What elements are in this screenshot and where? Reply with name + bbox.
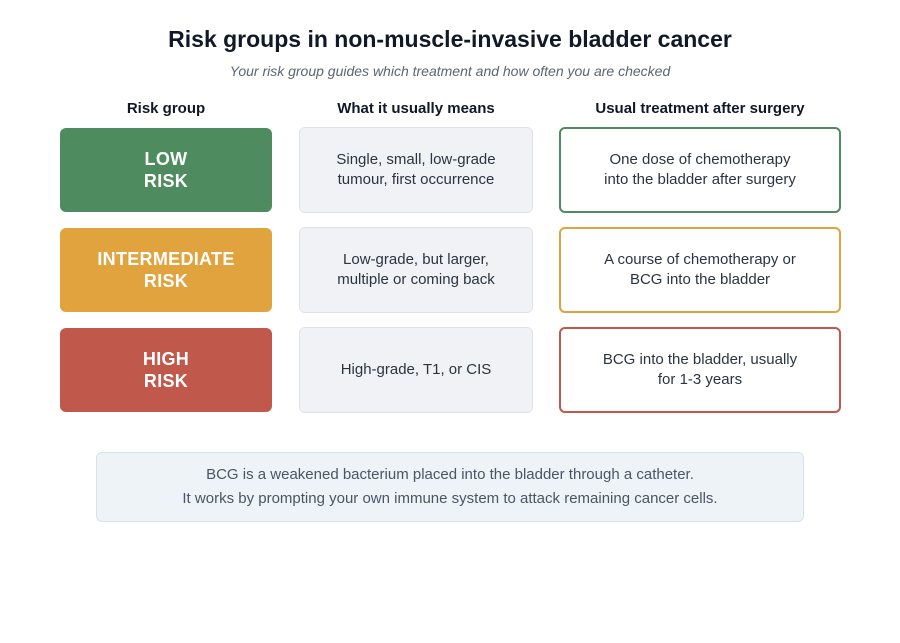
means-text-line2: tumour, first occurrence [337, 171, 495, 188]
treatment-text-line2: BCG into the bladder [629, 271, 771, 288]
page-title: Risk groups in non-muscle-invasive bladd… [168, 26, 732, 52]
column-header-risk-group: Risk group [126, 100, 206, 117]
risk-label-line2: RISK [143, 271, 189, 291]
risk-box-high: HIGH RISK [60, 328, 272, 412]
treatment-text-line2: into the bladder after surgery [604, 171, 796, 188]
column-header-what-it-means: What it usually means [337, 100, 495, 117]
note-line2: It works by prompting your own immune sy… [182, 490, 718, 507]
treatment-text-line2: for 1-3 years [657, 371, 743, 388]
bcg-info-note: BCG is a weakened bacterium placed into … [96, 452, 804, 522]
treatment-text-line1: A course of chemotherapy or [604, 251, 796, 268]
treatment-text-line1: One dose of chemotherapy [609, 151, 791, 168]
treatment-text-line1: BCG into the bladder, usually [602, 351, 798, 368]
risk-label-line1: HIGH [142, 349, 190, 369]
means-box-low: Single, small, low-grade tumour, first o… [299, 127, 533, 213]
page-subtitle: Your risk group guides which treatment a… [229, 63, 671, 79]
means-box-intermediate: Low-grade, but larger, multiple or comin… [299, 227, 533, 313]
note-line1: BCG is a weakened bacterium placed into … [206, 466, 694, 483]
means-text-line1: Low-grade, but larger, [343, 251, 489, 268]
means-text-line2: multiple or coming back [337, 271, 495, 288]
risk-label-line1: LOW [144, 149, 188, 169]
risk-box-intermediate: INTERMEDIATE RISK [60, 228, 272, 312]
means-box-high: High-grade, T1, or CIS [299, 327, 533, 413]
treatment-box-high: BCG into the bladder, usually for 1-3 ye… [559, 327, 841, 413]
means-text-line1: High-grade, T1, or CIS [340, 361, 492, 378]
treatment-box-intermediate: A course of chemotherapy or BCG into the… [559, 227, 841, 313]
risk-label-line2: RISK [143, 171, 189, 191]
risk-label-line1: INTERMEDIATE [97, 249, 235, 269]
treatment-box-low: One dose of chemotherapy into the bladde… [559, 127, 841, 213]
means-text-line1: Single, small, low-grade [336, 151, 496, 168]
risk-box-low: LOW RISK [60, 128, 272, 212]
column-header-treatment: Usual treatment after surgery [595, 100, 805, 117]
risk-label-line2: RISK [143, 371, 189, 391]
